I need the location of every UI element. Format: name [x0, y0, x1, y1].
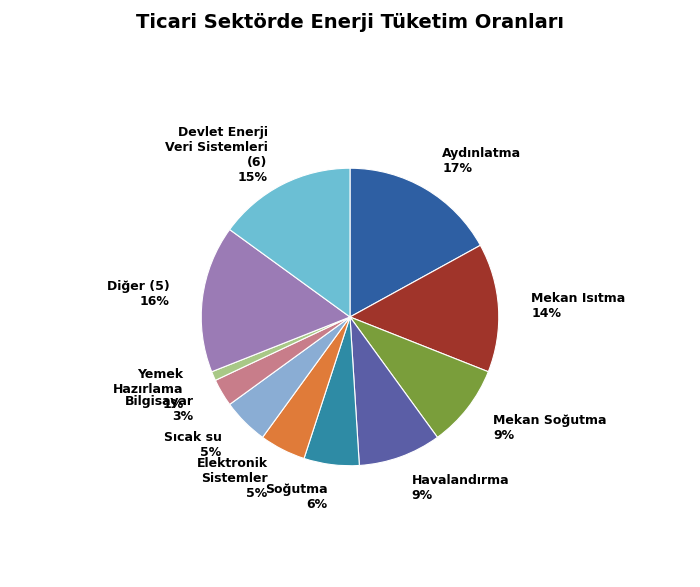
Text: Aydınlatma
17%: Aydınlatma 17% [442, 147, 522, 175]
Wedge shape [304, 317, 359, 465]
Text: Soğutma
6%: Soğutma 6% [265, 483, 328, 511]
Text: Bilgisayar
3%: Bilgisayar 3% [125, 396, 194, 423]
Text: Yemek
Hazırlama
1%: Yemek Hazırlama 1% [113, 367, 183, 410]
Text: Sıcak su
5%: Sıcak su 5% [164, 431, 222, 459]
Wedge shape [211, 317, 350, 380]
Wedge shape [216, 317, 350, 404]
Title: Ticari Sektörde Enerji Tüketim Oranları: Ticari Sektörde Enerji Tüketim Oranları [136, 12, 564, 32]
Wedge shape [350, 317, 438, 465]
Wedge shape [201, 230, 350, 372]
Wedge shape [350, 317, 489, 437]
Text: Diğer (5)
16%: Diğer (5) 16% [107, 280, 170, 308]
Text: Havalandırma
9%: Havalandırma 9% [412, 474, 509, 502]
Text: Mekan Soğutma
9%: Mekan Soğutma 9% [494, 414, 607, 442]
Text: Mekan Isıtma
14%: Mekan Isıtma 14% [531, 292, 625, 319]
Wedge shape [350, 245, 499, 372]
Wedge shape [230, 168, 350, 317]
Wedge shape [230, 317, 350, 437]
Wedge shape [350, 168, 480, 317]
Text: Elektronik
Sistemler
5%: Elektronik Sistemler 5% [197, 457, 267, 500]
Text: Devlet Enerji
Veri Sistemleri
(6)
15%: Devlet Enerji Veri Sistemleri (6) 15% [164, 126, 267, 184]
Wedge shape [262, 317, 350, 458]
